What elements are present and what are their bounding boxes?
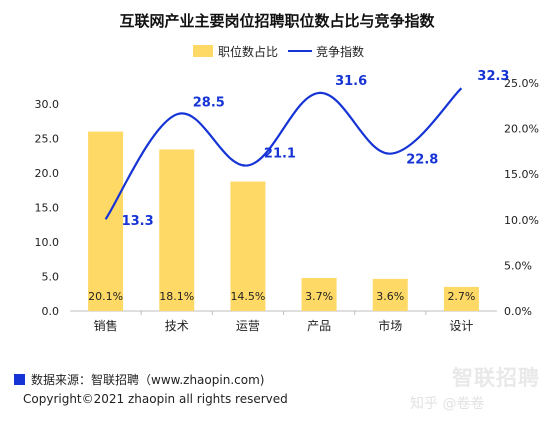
bar [301, 277, 337, 311]
series-line [104, 87, 463, 220]
right-tick-label: 0.0% [504, 305, 532, 318]
legend-line-label: 竞争指数 [316, 44, 364, 59]
line-data-label: 32.3 [477, 69, 509, 84]
bar-data-label: 14.5% [230, 290, 265, 303]
right-tick-label: 15.0% [504, 168, 539, 181]
bar [88, 131, 124, 311]
source-text: 数据来源：智联招聘（www.zhaopin.com) [31, 373, 265, 387]
chart-canvas: 互联网产业主要岗位招聘职位数占比与竞争指数 职位数占比 竞争指数 0.0 5.0 1… [35, 12, 539, 333]
source-note: 数据来源：智联招聘（www.zhaopin.com) [14, 371, 264, 388]
bar [443, 286, 479, 311]
legend-bar-swatch [193, 45, 213, 57]
left-tick-label: 0.0 [42, 305, 60, 318]
bar [230, 181, 266, 311]
category-label: 市场 [378, 318, 402, 333]
bar-data-label: 2.7% [447, 290, 475, 303]
left-tick-label: 20.0 [35, 167, 60, 180]
left-tick-label: 10.0 [35, 236, 60, 249]
bar [372, 278, 408, 311]
line-data-label: 31.6 [335, 74, 367, 89]
chart-title: 互联网产业主要岗位招聘职位数占比与竞争指数 [119, 12, 435, 30]
left-tick-label: 15.0 [35, 202, 60, 215]
legend: 职位数占比 竞争指数 [193, 44, 364, 59]
copyright-text: Copyright©2021 zhaopin all rights reserv… [23, 392, 288, 406]
right-tick-label: 20.0% [504, 123, 539, 136]
zhaopin-logo-watermark: 智联招聘 [452, 366, 540, 390]
bar-data-label: 3.7% [305, 290, 333, 303]
category-label: 产品 [307, 319, 331, 333]
legend-bar-label: 职位数占比 [218, 44, 278, 59]
left-tick-label: 5.0 [42, 271, 60, 284]
bar-data-label: 3.6% [376, 290, 404, 303]
line-data-label: 22.8 [406, 153, 438, 168]
line-group: 13.3 28.5 21.1 31.6 22.8 32.3 [104, 69, 509, 229]
line-data-label: 13.3 [122, 214, 154, 229]
right-tick-label: 25.0% [504, 77, 539, 90]
bar-data-label: 20.1% [88, 290, 123, 303]
category-label: 销售 [94, 318, 118, 333]
category-label: 技术 [165, 319, 189, 333]
left-tick-label: 30.0 [35, 98, 60, 111]
bars-group: 20.1% 18.1% 14.5% 3.7% 3.6% 2.7% [88, 131, 479, 311]
right-tick-label: 10.0% [504, 214, 539, 227]
left-tick-label: 25.0 [35, 133, 60, 146]
category-label: 设计 [449, 319, 473, 333]
line-data-label: 21.1 [264, 146, 296, 161]
right-tick-label: 5.0% [504, 259, 532, 272]
bar [159, 149, 195, 311]
source-square-icon [14, 374, 25, 385]
bar-data-label: 18.1% [159, 290, 194, 303]
zhihu-watermark: 知乎 @卷卷 [410, 396, 485, 412]
category-label: 运营 [236, 319, 260, 333]
line-data-label: 28.5 [193, 95, 225, 110]
axes: 0.0 5.0 10.0 15.0 20.0 25.0 30.0 0.0% 5.0% 10.0% 1… [35, 77, 539, 333]
